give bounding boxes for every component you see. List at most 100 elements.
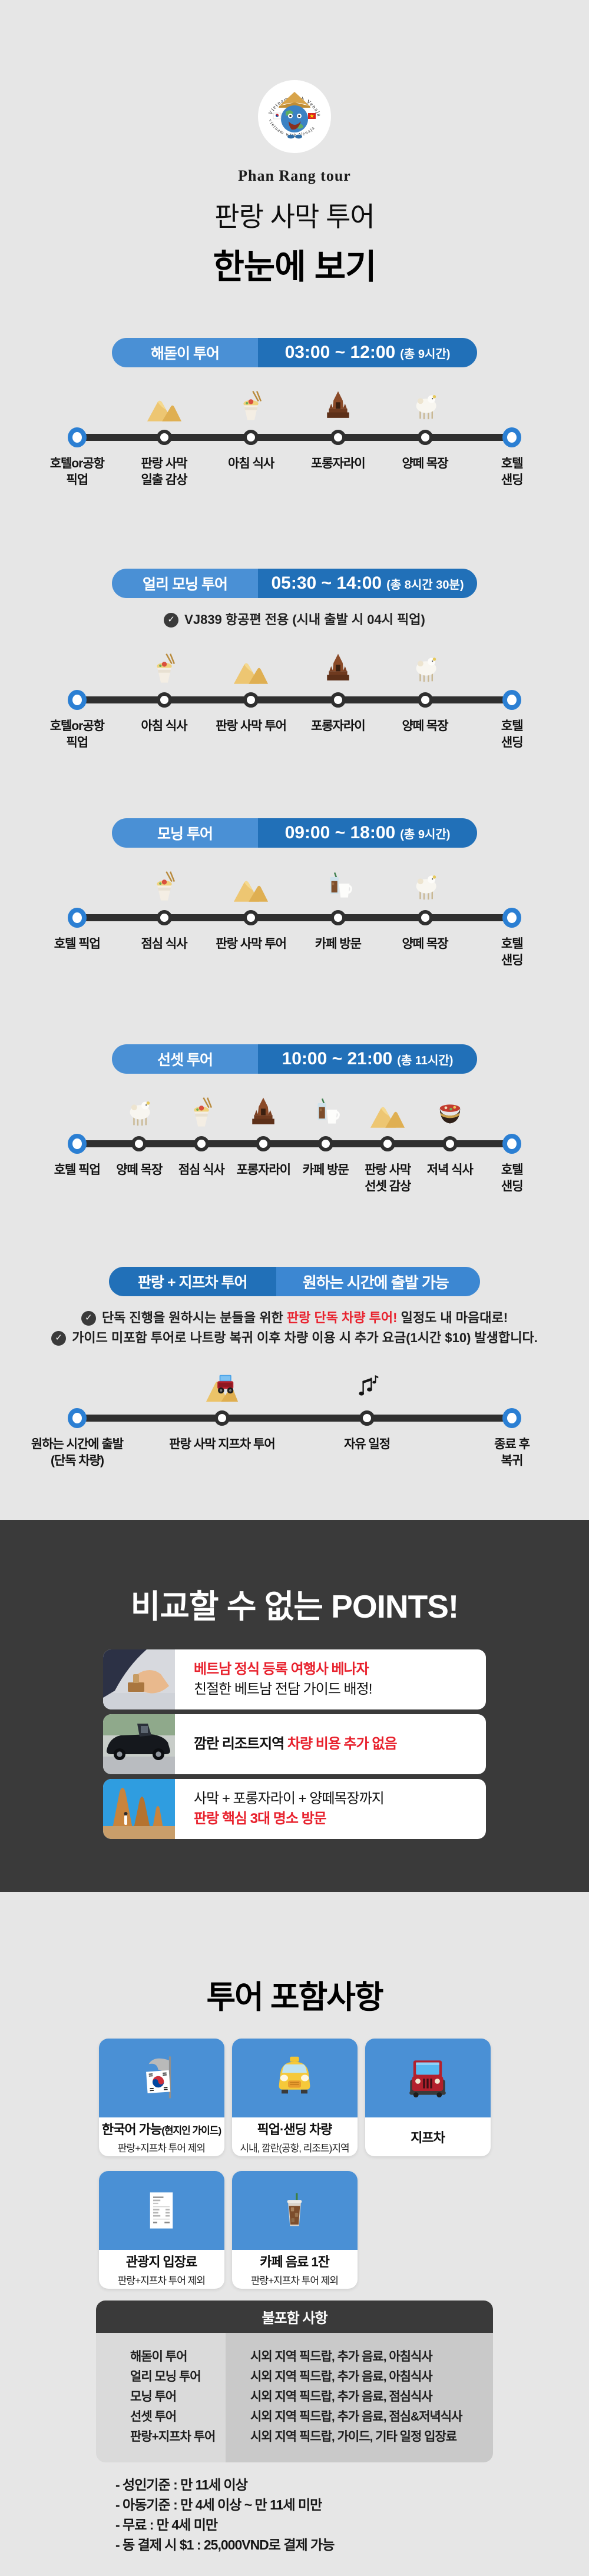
tour-pill: 모닝 투어 09:00 ~ 18:00 (총 9시간) <box>112 818 477 848</box>
tour-note-text: VJ839 항공편 전용 (시내 출발 시 04시 픽업) <box>184 610 425 630</box>
included-card-title-main: 픽업·샌딩 차량 <box>257 2122 333 2137</box>
timeline-endpoint-node <box>502 427 522 447</box>
timeline-track <box>34 690 121 710</box>
stop-label: 점심 식사 <box>121 936 208 952</box>
footer-notes: - 성인기준 : 만 11세 이상 - 아동기준 : 만 4세 이상 ~ 만 11… <box>0 2478 589 2552</box>
tour-pill: 선셋 투어 10:00 ~ 21:00 (총 11시간) <box>112 1044 477 1074</box>
timeline-endpoint-node <box>67 427 87 447</box>
timeline-bar <box>120 914 164 921</box>
timeline-bar <box>425 696 469 703</box>
excluded-items-text: 시외 지역 픽드랍, 추가 음료, 아침식사 <box>250 2370 433 2384</box>
timeline-track <box>419 1134 481 1154</box>
stop-label-line1: 아침 식사 <box>141 719 187 733</box>
included-card-title: 관광지 입장료 <box>125 2252 198 2270</box>
stop-label-line1: 카페 방문 <box>302 1163 349 1177</box>
timeline-track <box>170 1134 233 1154</box>
tour-section-jeep: 판랑 + 지프차 투어 원하는 시간에 출발 가능 단독 진행을 원하시는 분들… <box>0 1267 589 1469</box>
empty-icon-slot <box>34 865 121 905</box>
stop-label: 아침 식사 <box>207 456 294 472</box>
included-card-title: 픽업·샌딩 차량 <box>257 2119 333 2138</box>
tour-name: 판랑 + 지프차 투어 <box>109 1267 276 1296</box>
stop-label-line2: 픽업 <box>66 736 89 749</box>
included-title: 투어 포함사항 <box>206 1980 383 2015</box>
point-highlight-text: 차량 비용 추가 없음 <box>287 1736 398 1752</box>
timeline-stop: 자유 일정 <box>294 1366 439 1469</box>
empty-icon-slot <box>468 865 555 905</box>
stop-label-line1: 종료 후 <box>494 1438 530 1451</box>
dunes-icon <box>233 660 269 688</box>
timeline-stop: 호텔 픽업 <box>46 1091 108 1195</box>
timeline-stop: 점심 식사 <box>170 1091 233 1195</box>
sheep-icon-slot <box>382 865 469 905</box>
point-text-part: 깜란 리조트지역 <box>194 1736 287 1752</box>
timeline-node <box>442 1136 458 1151</box>
sheep-icon <box>123 1098 155 1131</box>
timeline-track <box>381 690 469 710</box>
included-card-title: 카페 음료 1잔 <box>260 2252 330 2270</box>
stop-label-line1: 양떼 목장 <box>402 457 448 470</box>
timeline-track <box>108 1134 170 1154</box>
tour-section-early-morning: 얼리 모닝 투어 05:30 ~ 14:00 (총 8시간 30분) VJ839… <box>0 569 589 751</box>
stop-label-line2: 샌딩 <box>501 736 524 749</box>
hotpot-icon <box>434 1099 466 1131</box>
timeline-bar <box>439 1415 512 1422</box>
point-line: 판랑 핵심 3대 명소 방문 <box>194 1810 486 1828</box>
page-title-line2: 한눈에 보기 <box>213 248 377 286</box>
timeline-node <box>330 910 346 925</box>
stop-label-line1: 판랑 사막 <box>141 457 187 470</box>
check-icon <box>164 612 179 628</box>
stop-label-line2: 복귀 <box>501 1454 524 1468</box>
stop-label-line1: 자유 일정 <box>343 1438 391 1451</box>
stop-label-line1: 아침 식사 <box>228 457 274 470</box>
tour-time: 05:30 ~ 14:00 <box>271 573 382 593</box>
timeline-bar <box>388 1140 419 1147</box>
tour-section-morning: 모닝 투어 09:00 ~ 18:00 (총 9시간) 호텔 픽업 점심 식사 판랑… <box>0 818 589 969</box>
stamp-photo <box>103 1649 175 1709</box>
timeline-node <box>156 430 172 445</box>
tour-time-range: 05:30 ~ 14:00 (총 8시간 30분) <box>258 569 477 598</box>
timeline-track <box>439 1408 584 1428</box>
timeline-track <box>46 1134 108 1154</box>
included-card: 카페 음료 1잔 판랑+지프차 투어 제외 <box>231 2171 358 2289</box>
noodles-icon <box>235 390 267 425</box>
temple-photo <box>103 1779 175 1839</box>
timeline-stop: 호텔 샌딩 <box>468 865 555 969</box>
timeline-node <box>417 910 433 925</box>
timeline-bar <box>381 696 425 703</box>
timeline-bar <box>294 1140 326 1147</box>
excluded-items-text: 시외 지역 픽드랍, 추가 음료, 점심&저녁식사 <box>250 2410 462 2424</box>
timeline-track <box>207 908 295 928</box>
cafe-icon-slot <box>294 865 382 905</box>
timeline: 호텔or공항 픽업 판랑 사막 일출 감상 아침 식사 포롱자라이 양떼 목장 호텔 샌딩 <box>0 385 589 489</box>
footer-note: - 성인기준 : 만 11세 이상 <box>115 2477 248 2492</box>
timeline-bar <box>77 696 121 703</box>
timeline-endpoint-node <box>502 1134 522 1154</box>
stop-label-line1: 호텔 <box>501 937 524 951</box>
timeline-bar <box>232 1140 264 1147</box>
included-card-title-note: (현지인 가이드) <box>161 2125 221 2136</box>
timeline-stop: 호텔 샌딩 <box>481 1091 544 1195</box>
tour-note-text: 단독 진행을 원하시는 분들을 위한 판랑 단독 차량 투어! 일정도 내 마음… <box>102 1308 508 1328</box>
timeline-bar <box>356 1140 388 1147</box>
empty-icon-slot <box>34 385 121 425</box>
included-card: 픽업·샌딩 차량 시내, 깜란(공항, 리조트)지역 <box>231 2039 358 2156</box>
included-card-title-main: 관광지 입장료 <box>125 2255 198 2269</box>
timeline-track <box>468 908 555 928</box>
footer-note: - 아동기준 : 만 4세 이상 ~ 만 11세 미만 <box>115 2497 322 2512</box>
hotpot-icon-slot <box>419 1091 481 1131</box>
point-card: 깜란 리조트지역 차량 비용 추가 없음 <box>103 1714 486 1774</box>
stop-label: 아침 식사 <box>121 718 208 735</box>
stop-label-line1: 호텔 픽업 <box>54 937 101 951</box>
timeline-bar <box>294 434 338 441</box>
point-text-part: 친절한 베트남 전담 가이드 배정! <box>194 1681 372 1697</box>
stop-label-line1: 포롱자라이 <box>236 1163 291 1177</box>
stop-label: 호텔 샌딩 <box>481 1162 544 1195</box>
included-card-body: 지프차 <box>365 2117 491 2156</box>
timeline-bar <box>77 1415 150 1422</box>
point-text-part: 사막 + 포롱자라이 + 양떼목장까지 <box>194 1791 385 1807</box>
stop-label-line1: 양떼 목장 <box>402 937 448 951</box>
timeline-track <box>207 690 295 710</box>
timeline: 원하는 시간에 출발 (단독 차량) 판랑 사막 지프차 투어 자유 일정 종료 후 복귀 <box>0 1366 589 1469</box>
